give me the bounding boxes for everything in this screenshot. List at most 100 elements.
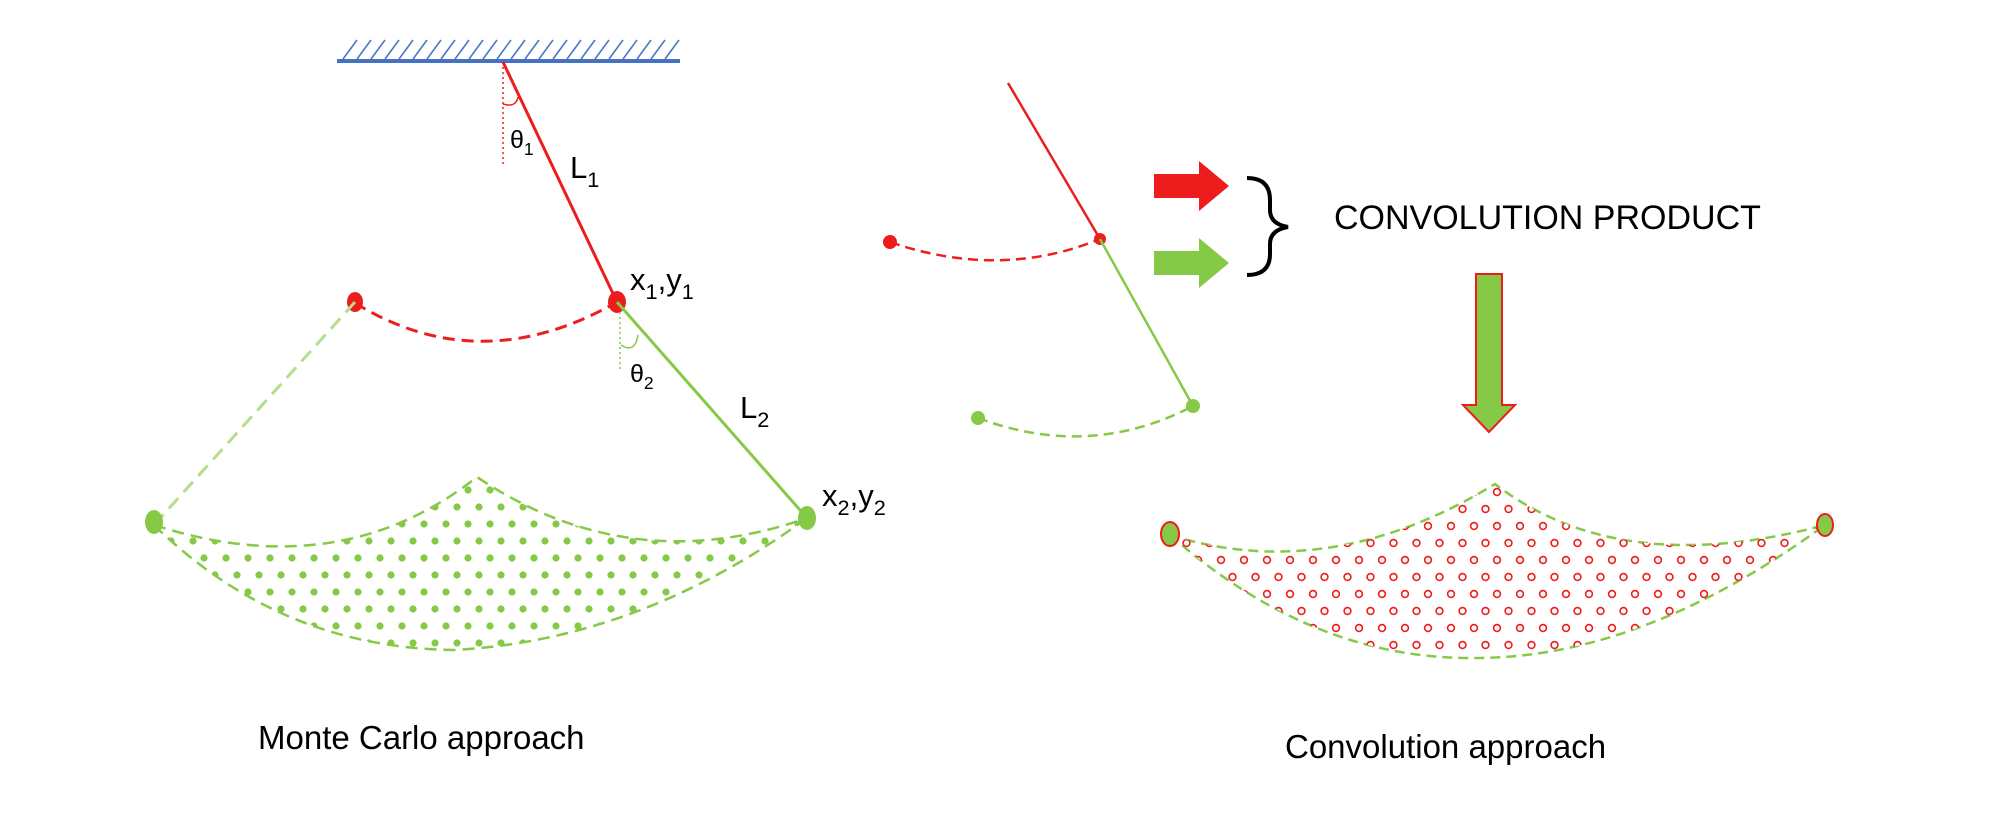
sample-dot — [772, 554, 780, 562]
conv-rod-L2 — [1098, 238, 1195, 407]
sample-dot — [211, 537, 219, 545]
sample-dot — [1550, 504, 1559, 514]
sample-dot — [1205, 572, 1214, 582]
sample-dot — [1458, 572, 1467, 582]
sample-dot — [1492, 555, 1502, 565]
sample-dot — [1354, 555, 1364, 565]
sample-dot — [1308, 589, 1318, 599]
sample-dot — [783, 503, 791, 511]
sample-dot — [288, 588, 296, 596]
sample-dot — [156, 554, 164, 562]
sample-dot — [299, 639, 307, 647]
sample-dot — [1561, 487, 1571, 497]
sample-dot — [365, 571, 373, 579]
sample-dot — [1182, 572, 1191, 582]
sample-dot — [321, 537, 329, 545]
sample-dot — [442, 588, 450, 596]
sample-dot — [1550, 606, 1559, 616]
sample-dot — [497, 605, 505, 613]
sample-dot — [310, 520, 318, 528]
sample-dot — [585, 537, 593, 545]
sample-dot — [486, 486, 494, 494]
sample-dot — [607, 605, 615, 613]
hatch-line — [440, 39, 456, 60]
sample-dot — [266, 486, 274, 494]
sample-dot — [442, 554, 450, 562]
sample-dot — [1596, 572, 1605, 582]
sample-dot — [761, 503, 769, 511]
joint1-trajectory-arc — [354, 300, 618, 343]
L2-label: L2 — [740, 390, 769, 432]
sample-dot — [1538, 623, 1548, 633]
sample-dot — [1216, 555, 1226, 565]
sample-dot — [1320, 572, 1329, 582]
conv-lens-lower-boundary — [1169, 523, 1826, 660]
sample-dot — [508, 588, 516, 596]
sample-dot — [1262, 555, 1272, 565]
sample-dot — [1699, 589, 1709, 599]
sample-dot — [420, 520, 428, 528]
sample-dot — [1182, 538, 1191, 548]
sample-dot — [1619, 504, 1628, 514]
sample-dot — [1297, 572, 1306, 582]
sample-dot — [772, 588, 780, 596]
sample-dot — [475, 605, 483, 613]
sample-dot — [1274, 538, 1283, 548]
sample-dot — [1734, 504, 1743, 514]
sample-dot — [1469, 555, 1479, 565]
sample-dot — [277, 571, 285, 579]
sample-dot — [178, 622, 186, 630]
sample-dot — [508, 486, 516, 494]
sample-dot — [1262, 589, 1272, 599]
sample-dot — [541, 639, 549, 647]
sample-dot — [1515, 589, 1525, 599]
sample-dot — [1193, 487, 1203, 497]
sample-dot — [1745, 555, 1755, 565]
sample-dot — [1584, 589, 1594, 599]
sample-dot — [1170, 555, 1180, 565]
sample-dot — [1469, 487, 1479, 497]
sample-dot — [607, 639, 615, 647]
sample-dot — [1515, 521, 1525, 531]
sample-dot — [552, 588, 560, 596]
sample-dot — [552, 622, 560, 630]
sample-dot — [1538, 521, 1548, 531]
sample-dot — [563, 605, 571, 613]
sample-dot — [761, 537, 769, 545]
sample-dot — [464, 622, 472, 630]
sample-dot — [1699, 555, 1709, 565]
sample-dot — [783, 639, 791, 647]
sample-dot — [299, 605, 307, 613]
sample-dot — [1285, 589, 1295, 599]
sample-dot — [398, 486, 406, 494]
sample-dot — [156, 486, 164, 494]
sample-dot — [1423, 487, 1433, 497]
sample-dot — [1596, 640, 1605, 650]
sample-dot — [1412, 640, 1421, 650]
sample-dot — [1630, 521, 1640, 531]
sample-dot — [1676, 555, 1686, 565]
sample-dot — [222, 588, 230, 596]
sample-dot — [475, 571, 483, 579]
sample-dot — [662, 588, 670, 596]
sample-dot — [717, 537, 725, 545]
sample-dot — [596, 554, 604, 562]
theta2-arc — [620, 334, 639, 349]
sample-dot — [673, 571, 681, 579]
sample-dot — [673, 605, 681, 613]
sample-dot — [761, 605, 769, 613]
sample-dot — [706, 486, 714, 494]
sample-dot — [1239, 521, 1249, 531]
sample-dot — [1745, 623, 1755, 633]
sample-dot — [178, 554, 186, 562]
sample-dot — [156, 622, 164, 630]
sample-dot — [695, 503, 703, 511]
sample-dot — [1550, 572, 1559, 582]
sample-dot — [1481, 640, 1490, 650]
sample-dot — [783, 537, 791, 545]
sample-dot — [475, 537, 483, 545]
sample-dot — [1274, 572, 1283, 582]
sample-dot — [200, 486, 208, 494]
sample-dot — [1642, 538, 1651, 548]
sample-dot — [1251, 538, 1260, 548]
